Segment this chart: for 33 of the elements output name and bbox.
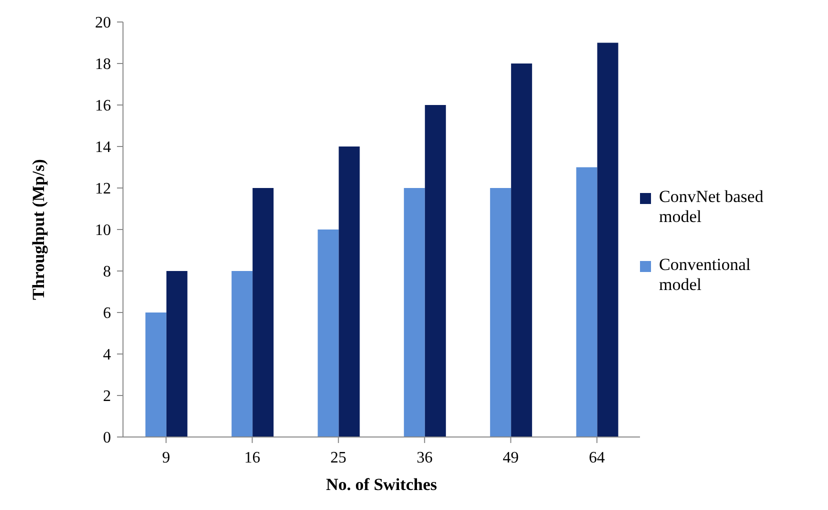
y-tick-label: 4 [103, 346, 111, 364]
y-tick-label: 6 [103, 305, 111, 322]
legend-label: Conventional model [659, 255, 752, 295]
bar [145, 312, 166, 437]
x-tick-label: 9 [162, 449, 170, 466]
x-tick-label: 64 [588, 449, 605, 466]
y-tick-label: 12 [95, 180, 111, 198]
x-axis-title: No. of Switches [326, 475, 438, 494]
x-tick-label: 49 [502, 449, 519, 466]
bar [318, 230, 339, 437]
y-tick-label: 0 [103, 430, 111, 447]
bar [252, 188, 274, 437]
x-tick-label: 25 [330, 449, 346, 466]
bar [490, 188, 512, 437]
bar [597, 42, 618, 437]
bar [232, 271, 253, 437]
y-tick-label: 8 [103, 264, 111, 281]
y-tick-label: 18 [95, 56, 111, 74]
y-tick-label: 20 [95, 14, 111, 32]
y-tick-label: 16 [95, 98, 111, 115]
bar [511, 64, 532, 437]
bar [424, 105, 446, 437]
y-tick-label: 14 [95, 139, 111, 156]
y-axis-title: Throughput (Mp/s) [29, 159, 48, 300]
bar [404, 188, 425, 437]
bar [338, 146, 360, 437]
x-tick-label: 16 [244, 449, 260, 466]
y-tick-label: 2 [103, 388, 111, 406]
bar [576, 167, 598, 437]
bar [166, 271, 188, 437]
x-tick-label: 36 [416, 449, 433, 466]
legend-label: ConvNet based model [659, 187, 764, 227]
y-tick-label: 10 [95, 222, 111, 240]
